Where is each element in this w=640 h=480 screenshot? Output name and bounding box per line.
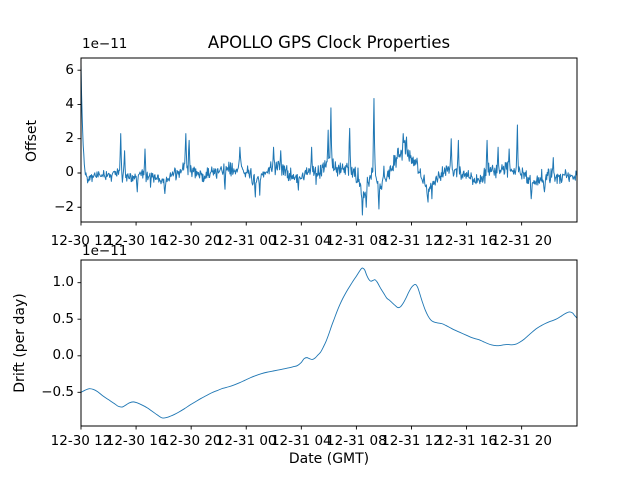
plot-title: APOLLO GPS Clock Properties xyxy=(207,33,451,52)
offset-y-tick-label: 6 xyxy=(65,61,74,78)
offset-x-tick-label: 12-30 16 xyxy=(105,233,167,249)
drift-y-tick-label: 1.0 xyxy=(52,274,74,291)
offset-x-tick-label: 12-30 20 xyxy=(160,233,222,249)
drift-y-tick-label: 0.0 xyxy=(52,347,74,364)
drift-x-tick-label: 12-31 04 xyxy=(270,433,332,449)
offset-x-tick-label: 12-31 04 xyxy=(270,233,332,249)
offset-x-tick-label: 12-31 12 xyxy=(381,233,442,249)
drift-y-axis-label: Drift (per day) xyxy=(12,293,28,393)
offset-series-line xyxy=(81,65,577,216)
drift-series-line xyxy=(81,267,577,419)
offset-axes xyxy=(77,57,578,226)
drift-axes-spines xyxy=(80,259,578,427)
offset-y-tick-label: 0 xyxy=(65,164,74,181)
drift-tick-marks xyxy=(77,282,523,430)
offset-y-tick-label: −2 xyxy=(54,198,74,215)
drift-x-tick-label: 12-30 16 xyxy=(105,433,167,449)
offset-y-tick-label: 4 xyxy=(65,95,74,112)
offset-x-tick-label: 12-31 08 xyxy=(326,233,387,249)
offset-y-tick-label: 2 xyxy=(65,130,74,147)
drift-axis-scale-text: 1e−11 xyxy=(82,243,128,259)
x-axis-label: Date (GMT) xyxy=(288,451,370,467)
offset-axis-scale-text: 1e−11 xyxy=(82,36,128,52)
offset-x-tick-label: 12-31 20 xyxy=(491,233,552,249)
drift-x-tick-label: 12-31 20 xyxy=(491,433,552,449)
drift-axes xyxy=(77,259,578,430)
offset-tick-marks xyxy=(77,69,523,226)
drift-x-tick-label: 12-31 16 xyxy=(436,433,497,449)
drift-x-tick-label: 12-30 12 xyxy=(50,433,112,449)
offset-x-tick-label: 12-30 12 xyxy=(50,233,112,249)
offset-x-tick-label: 12-31 16 xyxy=(436,233,497,249)
drift-x-tick-label: 12-30 20 xyxy=(160,433,222,449)
offset-axes-spines xyxy=(80,57,578,223)
drift-x-tick-label: 12-31 12 xyxy=(381,433,442,449)
drift-y-tick-label: 0.5 xyxy=(52,310,74,327)
drift-x-tick-label: 12-31 08 xyxy=(326,433,387,449)
drift-y-tick-label: −0.5 xyxy=(41,383,74,400)
offset-x-tick-label: 12-31 00 xyxy=(215,233,277,249)
drift-x-tick-label: 12-31 00 xyxy=(215,433,277,449)
